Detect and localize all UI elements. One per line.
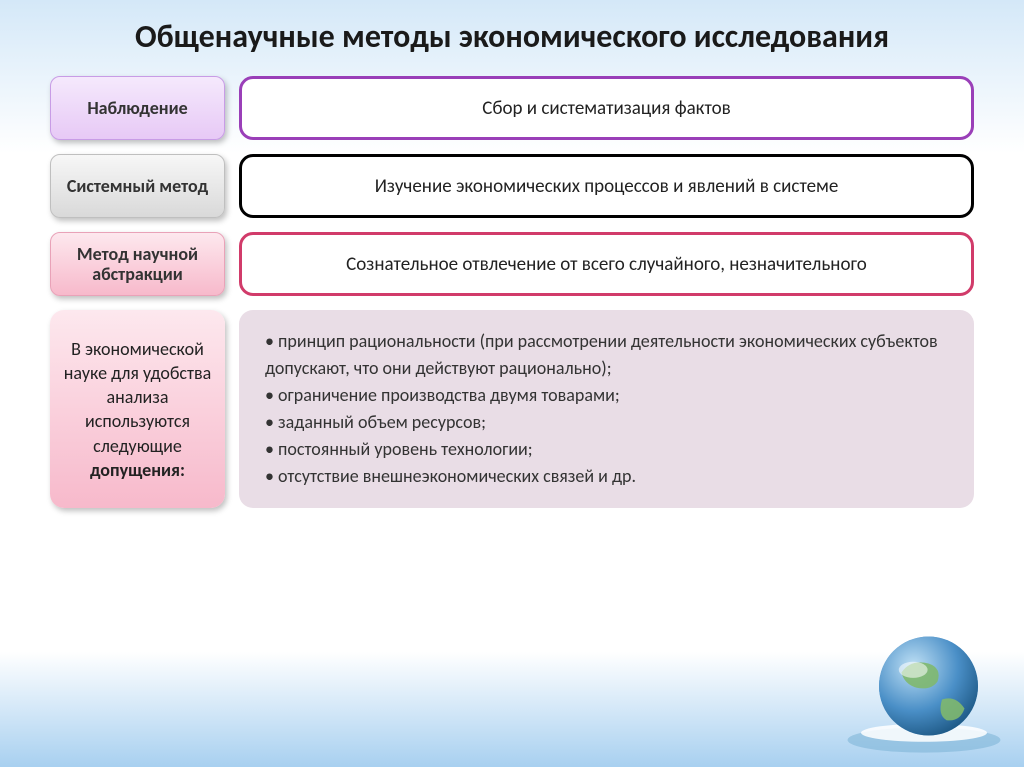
content-area: Наблюдение Сбор и систематизация фактов … bbox=[0, 66, 1024, 508]
assumptions-label: В экономической науке для удобства анали… bbox=[50, 310, 225, 508]
assumptions-label-bold: допущения: bbox=[90, 459, 185, 481]
list-item: отсутствие внешнеэкономических связей и … bbox=[265, 463, 948, 490]
page-title: Общенаучные методы экономического исслед… bbox=[0, 0, 1024, 66]
assumptions-label-text: В экономической науке для удобства анали… bbox=[64, 338, 212, 457]
list-item: постоянный уровень технологии; bbox=[265, 436, 948, 463]
assumptions-list-box: принцип рациональности (при рассмотрении… bbox=[239, 310, 974, 508]
assumptions-list: принцип рациональности (при рассмотрении… bbox=[265, 328, 948, 490]
method-row-2: Системный метод Изучение экономических п… bbox=[50, 154, 974, 218]
desc-system: Изучение экономических процессов и явлен… bbox=[239, 154, 974, 218]
list-item: ограничение производства двумя товарами; bbox=[265, 382, 948, 409]
method-row-3: Метод научной абстракции Сознательное от… bbox=[50, 232, 974, 296]
list-item: заданный объем ресурсов; bbox=[265, 409, 948, 436]
label-system: Системный метод bbox=[50, 154, 225, 218]
globe-decoration-icon bbox=[834, 587, 1014, 767]
assumptions-row: В экономической науке для удобства анали… bbox=[50, 310, 974, 508]
desc-abstraction: Сознательное отвлечение от всего случайн… bbox=[239, 232, 974, 296]
label-observation: Наблюдение bbox=[50, 76, 225, 140]
method-row-1: Наблюдение Сбор и систематизация фактов bbox=[50, 76, 974, 140]
desc-observation: Сбор и систематизация фактов bbox=[239, 76, 974, 140]
label-abstraction: Метод научной абстракции bbox=[50, 232, 225, 296]
list-item: принцип рациональности (при рассмотрении… bbox=[265, 328, 948, 382]
